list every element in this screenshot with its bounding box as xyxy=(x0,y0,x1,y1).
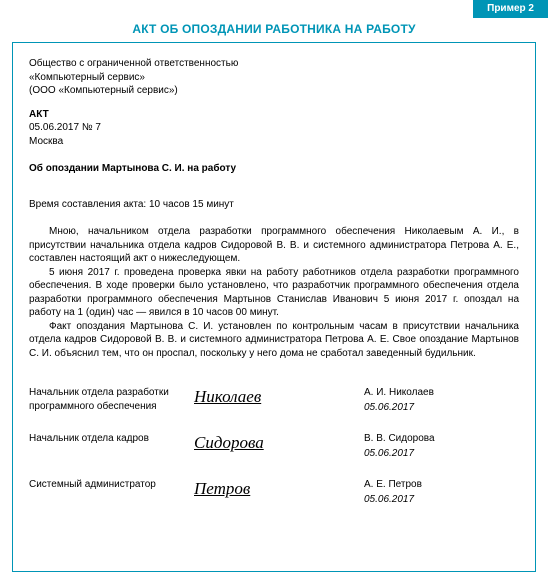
compilation-time: Время составления акта: 10 часов 15 мину… xyxy=(29,198,519,212)
signer-date: 05.06.2017 xyxy=(364,493,422,507)
organization-block: Общество с ограниченной ответственностью… xyxy=(29,57,519,98)
signer-date: 05.06.2017 xyxy=(364,401,434,415)
subject-line: Об опоздании Мартынова С. И. на работу xyxy=(29,162,519,176)
signer-name: А. Е. Петров xyxy=(364,478,422,492)
signer-name: А. И. Николаев xyxy=(364,386,434,400)
document-frame: Общество с ограниченной ответственностью… xyxy=(12,42,536,572)
document-title: АКТ ОБ ОПОЗДАНИИ РАБОТНИКА НА РАБОТУ xyxy=(0,18,548,42)
paragraph-2: 5 июня 2017 г. проведена проверка явки н… xyxy=(29,266,519,320)
role-line-1: Начальник отдела кадров xyxy=(29,432,194,446)
signature-scribble: Петров xyxy=(194,478,364,501)
signatures-block: Начальник отдела разработки программного… xyxy=(29,386,519,506)
signer-name-date: В. В. Сидорова 05.06.2017 xyxy=(364,432,435,460)
body-text: Мною, начальником отдела разработки прог… xyxy=(29,225,519,360)
org-line-1: Общество с ограниченной ответственностью xyxy=(29,57,519,71)
akt-city: Москва xyxy=(29,135,519,149)
org-line-3: (ООО «Компьютерный сервис») xyxy=(29,84,519,98)
signature-scribble: Николаев xyxy=(194,386,364,409)
signer-role: Начальник отдела разработки программного… xyxy=(29,386,194,413)
role-line-1: Начальник отдела разработки xyxy=(29,386,194,400)
signer-role: Системный администратор xyxy=(29,478,194,492)
example-tab: Пример 2 xyxy=(473,0,548,18)
role-line-2: программного обеспечения xyxy=(29,400,194,414)
signer-name: В. В. Сидорова xyxy=(364,432,435,446)
signature-row: Системный администратор Петров А. Е. Пет… xyxy=(29,478,519,506)
akt-header: АКТ 05.06.2017 № 7 Москва xyxy=(29,108,519,149)
signature-scribble: Сидорова xyxy=(194,432,364,455)
tab-row: Пример 2 xyxy=(0,0,548,18)
signer-role: Начальник отдела кадров xyxy=(29,432,194,446)
signer-date: 05.06.2017 xyxy=(364,447,435,461)
signer-name-date: А. Е. Петров 05.06.2017 xyxy=(364,478,422,506)
role-line-1: Системный администратор xyxy=(29,478,194,492)
akt-date-number: 05.06.2017 № 7 xyxy=(29,121,519,135)
org-line-2: «Компьютерный сервис» xyxy=(29,71,519,85)
akt-label: АКТ xyxy=(29,108,519,122)
signer-name-date: А. И. Николаев 05.06.2017 xyxy=(364,386,434,414)
signature-row: Начальник отдела разработки программного… xyxy=(29,386,519,414)
signature-row: Начальник отдела кадров Сидорова В. В. С… xyxy=(29,432,519,460)
paragraph-3: Факт опоздания Мартынова С. И. установле… xyxy=(29,320,519,361)
paragraph-1: Мною, начальником отдела разработки прог… xyxy=(29,225,519,266)
